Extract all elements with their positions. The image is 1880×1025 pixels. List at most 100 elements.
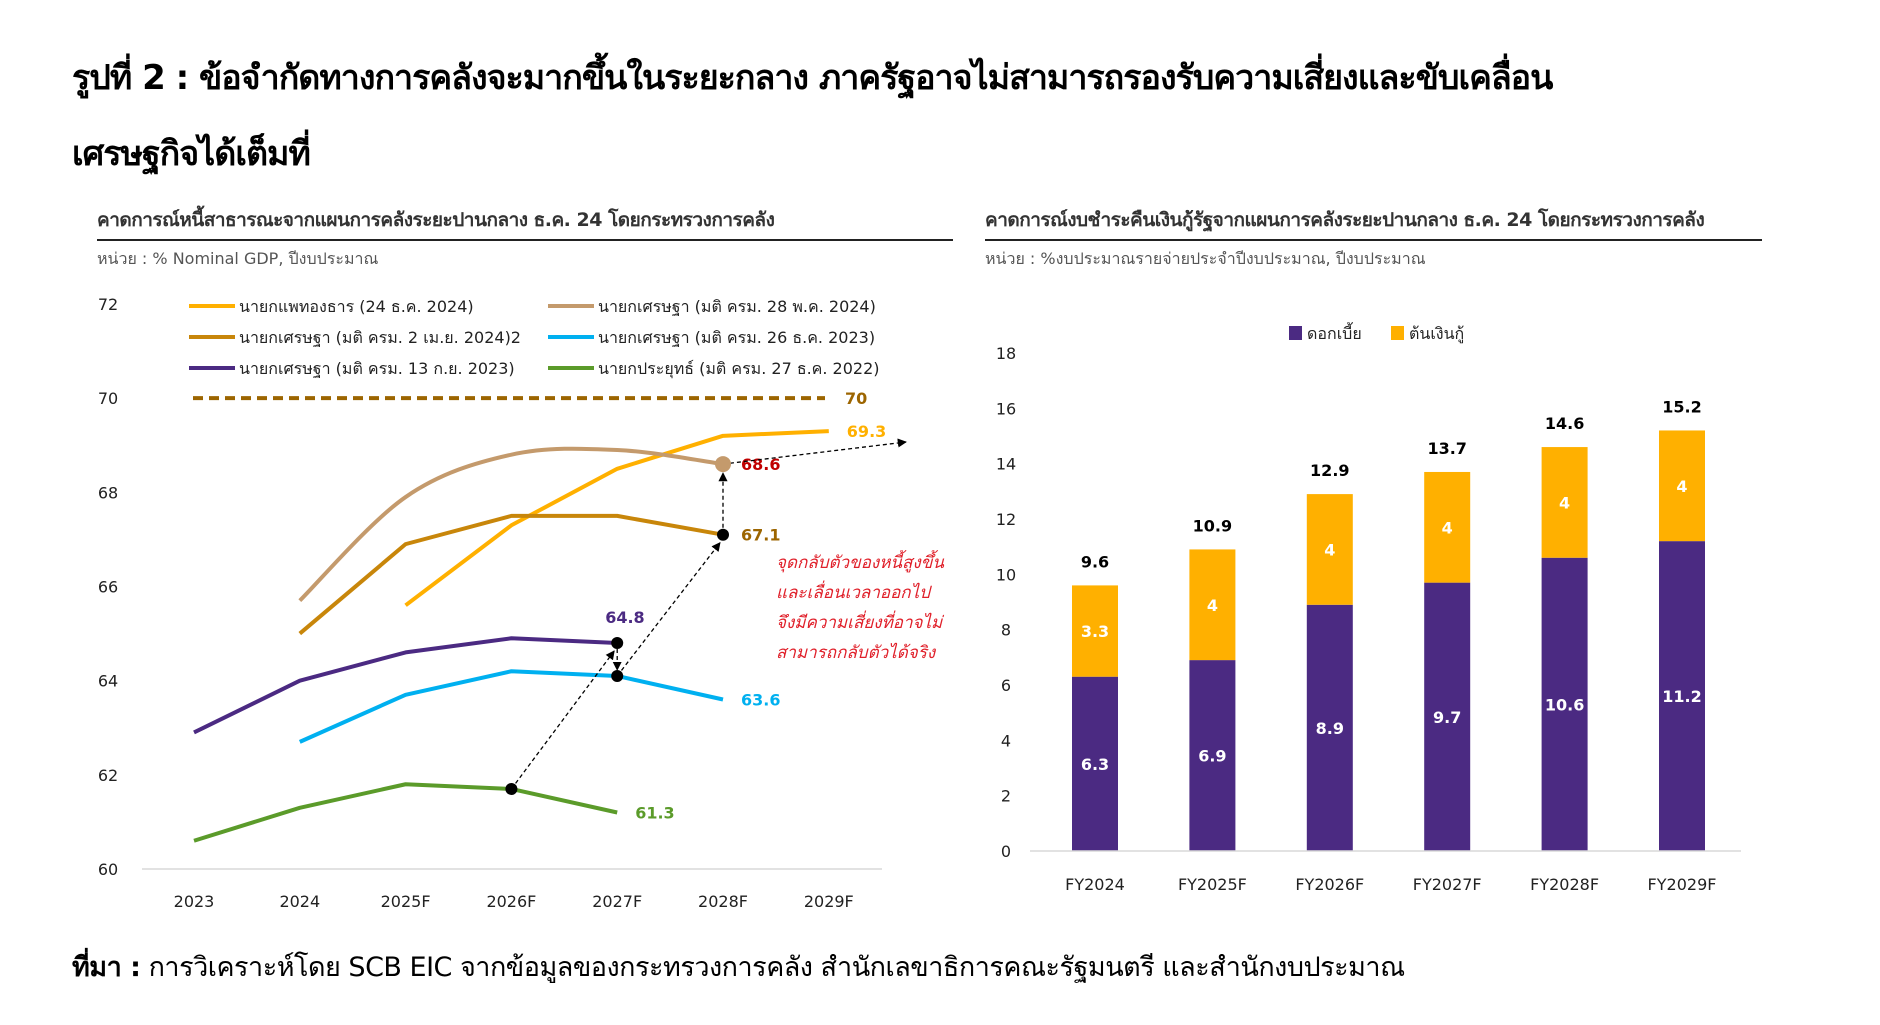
left-chart-title: คาดการณ์หนี้สาธารณะจากแผนการคลังระยะปานก… [97, 209, 775, 231]
y-tick-label: 4 [1001, 731, 1011, 750]
bar-segment-principal [1424, 471, 1471, 583]
figure-title-line-1: รูปที่ 2 : ข้อจำกัดทางการคลังจะมากขึ้นใน… [72, 58, 1553, 98]
y-tick-label: 6 [1001, 676, 1011, 695]
bar-value-label: 6.3 [1081, 755, 1109, 774]
bar-segment-interest [1541, 557, 1588, 851]
x-tick-label: FY2028F [1530, 875, 1599, 894]
y-tick-label: 2 [1001, 787, 1011, 806]
series-line [298, 446, 724, 603]
turning-point-marker [505, 782, 518, 795]
legend-label: นายกประยุทธ์ (มติ ครม. 27 ธ.ค. 2022) [598, 359, 880, 379]
source-label: ที่มา : [72, 952, 141, 983]
bar-segment-principal [1659, 430, 1705, 542]
y-tick-label: 62 [98, 766, 118, 785]
source-text: การวิเคราะห์โดย SCB EIC จากข้อมูลของกระท… [148, 952, 1406, 983]
x-tick-label: 2025F [381, 892, 431, 911]
turning-point-marker [611, 637, 624, 649]
bar-total-label: 14.6 [1545, 414, 1584, 433]
series-end-label: 67.1 [741, 526, 780, 545]
turning-point-marker [717, 528, 729, 541]
bar-value-label: 4 [1207, 596, 1218, 615]
y-tick-label: 68 [98, 483, 118, 502]
legend-label: นายกเศรษฐา (มติ ครม. 13 ก.ย. 2023) [239, 359, 515, 378]
bar-total-label: 13.7 [1427, 439, 1466, 458]
series-line [193, 636, 618, 735]
bar-segment-principal [1306, 494, 1353, 605]
legend-label: ต้นเงินกู้ [1409, 324, 1464, 344]
x-tick-label: 2024 [279, 892, 320, 911]
y-tick-label: 64 [98, 672, 118, 691]
turning-point-marker [611, 669, 624, 682]
x-tick-label: FY2025F [1178, 875, 1247, 894]
source-note: ที่มา : การวิเคราะห์โดย SCB EIC จากข้อมู… [72, 945, 1405, 988]
legend-swatch [1289, 326, 1302, 340]
x-tick-label: 2029F [804, 892, 854, 911]
bar-segment-principal [1541, 447, 1588, 558]
series-line [193, 782, 618, 843]
bar-total-label: 9.6 [1081, 552, 1109, 571]
shift-arrow [616, 541, 721, 677]
bar-value-label: 4 [1324, 540, 1335, 559]
legend-label: นายกเศรษฐา (มติ ครม. 26 ธ.ค. 2023) [598, 328, 875, 347]
left-chart-unit: หน่วย : % Nominal GDP, ปีงบประมาณ [97, 249, 379, 268]
series-end-label: 63.6 [741, 691, 780, 710]
legend-swatch [1391, 326, 1404, 340]
bar-segment-interest [1189, 660, 1236, 851]
x-tick-label: 2023 [174, 892, 215, 911]
series-line [298, 669, 724, 744]
legend-label: นายกแพทองธาร (24 ธ.ค. 2024) [239, 297, 474, 316]
bar-segment-principal [1189, 549, 1236, 661]
bar-value-label: 4 [1676, 477, 1687, 496]
right-chart-unit: หน่วย : %งบประมาณรายจ่ายประจำปีงบประมาณ,… [985, 249, 1426, 268]
bar-value-label: 11.2 [1662, 687, 1701, 706]
y-tick-label: 18 [996, 344, 1016, 363]
series-end-label: 69.3 [847, 422, 886, 441]
y-tick-label: 60 [98, 860, 118, 879]
y-tick-label: 14 [996, 455, 1016, 474]
bar-value-label: 3.3 [1081, 622, 1109, 641]
bar-segment-interest [1306, 604, 1353, 851]
bar-total-label: 10.9 [1193, 516, 1232, 535]
x-tick-label: FY2024 [1065, 875, 1125, 894]
left-chart-rule [97, 239, 953, 241]
series-line [404, 429, 829, 607]
y-tick-label: 66 [98, 578, 118, 597]
bar-segment-principal [1072, 585, 1118, 677]
bar-value-label: 8.9 [1316, 719, 1344, 738]
y-tick-label: 0 [1001, 842, 1011, 861]
turning-point-marker [715, 456, 731, 473]
bar-segment-interest [1424, 582, 1471, 851]
bar-value-label: 10.6 [1545, 695, 1584, 714]
x-tick-label: FY2026F [1295, 875, 1364, 894]
bar-segment-interest [1072, 676, 1118, 851]
legend-label: ดอกเบี้ย [1307, 322, 1362, 343]
series-end-label: 64.8 [605, 608, 644, 627]
y-tick-label: 70 [98, 389, 118, 408]
y-tick-label: 10 [996, 565, 1016, 584]
series-end-label: 68.6 [741, 455, 780, 474]
x-tick-label: 2028F [698, 892, 748, 911]
y-tick-label: 72 [98, 295, 118, 314]
legend-label: นายกเศรษฐา (มติ ครม. 2 เม.ย. 2024)2 [239, 328, 521, 347]
bar-value-label: 4 [1559, 493, 1570, 512]
x-tick-label: 2026F [486, 892, 536, 911]
y-tick-label: 16 [996, 399, 1016, 418]
bar-segment-interest [1659, 541, 1705, 851]
x-tick-label: FY2027F [1413, 875, 1482, 894]
bar-value-label: 9.7 [1433, 708, 1461, 727]
bar-value-label: 6.9 [1198, 747, 1226, 766]
chart-annotation: จุดกลับตัวของหนี้สูงขึ้น และเลื่อนเวลาออ… [776, 553, 944, 663]
bar-total-label: 12.9 [1310, 461, 1349, 480]
right-chart-rule [985, 239, 1762, 241]
right-chart-title: คาดการณ์งบชำระคืนเงินกู้รัฐจากแผนการคลัง… [985, 209, 1705, 231]
shift-arrow [722, 438, 907, 465]
y-tick-label: 8 [1001, 621, 1011, 640]
bar-total-label: 15.2 [1662, 397, 1701, 416]
series-end-label: 61.3 [635, 804, 674, 823]
bar-value-label: 4 [1442, 518, 1453, 537]
y-tick-label: 12 [996, 510, 1016, 529]
legend-label: นายกเศรษฐา (มติ ครม. 28 พ.ค. 2024) [598, 297, 876, 316]
x-tick-label: 2027F [592, 892, 642, 911]
series-line [298, 513, 724, 636]
